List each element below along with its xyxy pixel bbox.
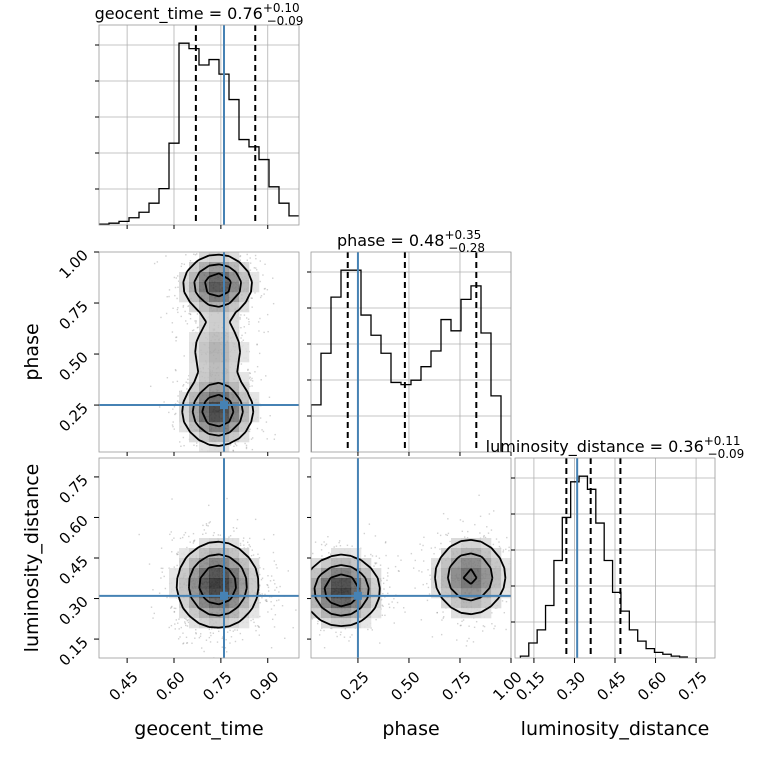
x-tick-label: 0.75 bbox=[438, 668, 474, 704]
x-tick-label: 0.75 bbox=[199, 668, 235, 704]
y-tick-label: 0.25 bbox=[55, 399, 91, 435]
panel-title: luminosity_distance = 0.36+0.11 −0.09 bbox=[486, 434, 745, 461]
panel-geocent-time-vs-luminosity-distance bbox=[98, 457, 300, 659]
x-axis-label-luminosity_distance: luminosity_distance bbox=[521, 718, 710, 740]
histogram-luminosity_distance: luminosity_distance = 0.36+0.11 −0.09 bbox=[486, 434, 745, 659]
y-tick-label: 0.75 bbox=[55, 471, 91, 507]
y-tick-label: 0.30 bbox=[55, 593, 91, 629]
panel-frame bbox=[98, 251, 300, 453]
y-tick-label: 0.60 bbox=[55, 512, 91, 548]
histogram-steps bbox=[519, 475, 688, 658]
y-tick-label: 0.45 bbox=[55, 552, 91, 588]
panel-content bbox=[99, 252, 299, 452]
contour-level-1 bbox=[311, 539, 507, 627]
density-cells bbox=[169, 538, 260, 629]
truth-marker bbox=[220, 591, 228, 600]
title-plus: +0.11 bbox=[704, 434, 741, 448]
title-minus: −0.09 bbox=[708, 447, 745, 461]
y-axis-label-phase: phase bbox=[21, 323, 43, 380]
x-tick-label: 0.30 bbox=[553, 668, 589, 704]
panel-content bbox=[311, 458, 511, 658]
x-axis-label-geocent_time: geocent_time bbox=[134, 718, 263, 740]
x-axis-label-phase: phase bbox=[382, 718, 439, 740]
x-tick-label: 0.90 bbox=[246, 668, 282, 704]
y-tick-label: 1.00 bbox=[55, 246, 91, 282]
truth-marker bbox=[220, 401, 228, 410]
x-tick-label: 0.45 bbox=[593, 668, 629, 704]
panel-geocent-time-vs-phase bbox=[98, 251, 300, 453]
y-axis-label-luminosity_distance: luminosity_distance bbox=[21, 464, 43, 653]
panel-title: geocent_time = 0.76+0.10 −0.09 bbox=[95, 1, 304, 28]
panel-phase-vs-luminosity-distance bbox=[310, 457, 512, 659]
y-tick-label: 0.50 bbox=[55, 348, 91, 384]
histogram-phase: phase = 0.48+0.35 −0.28 bbox=[310, 228, 512, 453]
x-tick-label: 0.50 bbox=[387, 668, 423, 704]
y-tick-label: 0.75 bbox=[55, 297, 91, 333]
x-tick-label: 0.25 bbox=[336, 668, 372, 704]
title-plus: +0.10 bbox=[263, 1, 300, 15]
x-tick-label: 0.60 bbox=[152, 668, 188, 704]
title-value: phase = 0.48 bbox=[337, 231, 444, 250]
title-value: luminosity_distance = 0.36 bbox=[486, 437, 704, 457]
panel-frame bbox=[310, 251, 512, 453]
y-tick-label: 0.15 bbox=[55, 633, 91, 669]
panel-content bbox=[99, 458, 299, 658]
histogram-geocent_time: geocent_time = 0.76+0.10 −0.09 bbox=[95, 1, 304, 226]
contour-level-1 bbox=[181, 253, 255, 447]
panel-frame bbox=[98, 24, 300, 226]
histogram-steps bbox=[99, 42, 299, 225]
title-value: geocent_time = 0.76 bbox=[95, 4, 263, 24]
title-minus: −0.09 bbox=[267, 14, 304, 28]
panel-title: phase = 0.48+0.35 −0.28 bbox=[337, 228, 485, 255]
density-cells bbox=[179, 252, 260, 452]
x-tick-label: 0.60 bbox=[634, 668, 670, 704]
title-minus: −0.28 bbox=[448, 241, 485, 255]
x-tick-label: 0.75 bbox=[674, 668, 710, 704]
x-tick-label: 0.45 bbox=[106, 668, 142, 704]
title-plus: +0.35 bbox=[444, 228, 481, 242]
truth-marker bbox=[353, 591, 362, 600]
contour-level-3 bbox=[323, 568, 478, 608]
